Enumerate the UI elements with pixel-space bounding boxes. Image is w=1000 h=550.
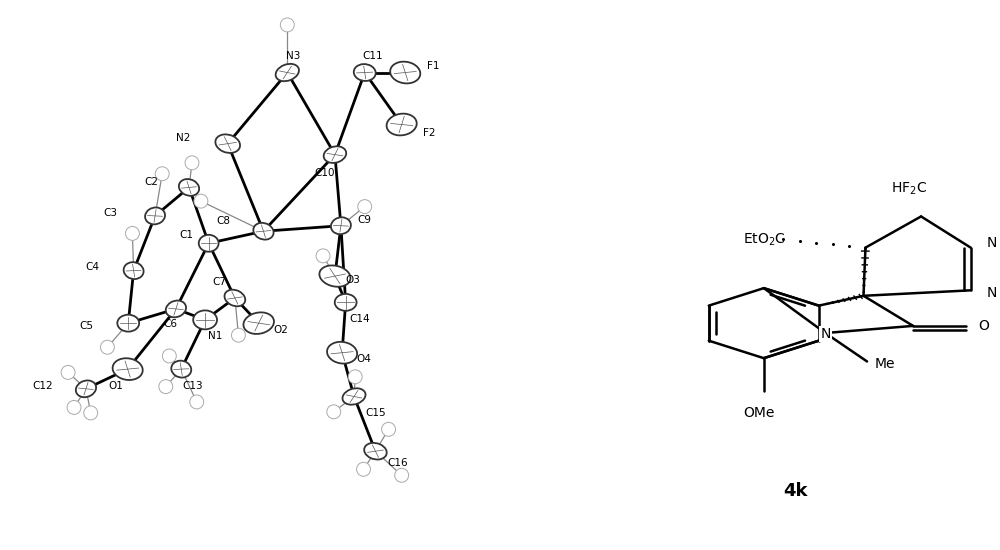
Text: C10: C10 — [315, 168, 335, 178]
Ellipse shape — [224, 290, 245, 306]
Ellipse shape — [387, 114, 417, 135]
Ellipse shape — [316, 249, 330, 263]
Text: C11: C11 — [362, 51, 383, 61]
Ellipse shape — [357, 463, 370, 476]
Text: F2: F2 — [423, 128, 436, 138]
Ellipse shape — [331, 217, 351, 234]
Text: O3: O3 — [345, 276, 360, 285]
Ellipse shape — [199, 235, 219, 252]
Text: Me: Me — [875, 356, 895, 371]
Text: N: N — [987, 286, 997, 300]
Ellipse shape — [171, 361, 191, 377]
Text: C15: C15 — [366, 408, 386, 418]
Ellipse shape — [342, 388, 366, 405]
Text: C2: C2 — [144, 177, 158, 187]
Ellipse shape — [253, 223, 274, 240]
Ellipse shape — [159, 379, 173, 394]
Text: C4: C4 — [85, 262, 99, 272]
Ellipse shape — [117, 315, 139, 332]
Ellipse shape — [113, 358, 143, 380]
Text: C12: C12 — [32, 381, 53, 390]
Text: HF$_2$C: HF$_2$C — [891, 180, 927, 197]
Text: C7: C7 — [212, 277, 226, 287]
Ellipse shape — [280, 18, 294, 32]
Ellipse shape — [100, 340, 114, 354]
Ellipse shape — [395, 468, 409, 482]
Ellipse shape — [327, 405, 341, 419]
Text: C16: C16 — [387, 458, 408, 468]
Ellipse shape — [166, 300, 186, 317]
Ellipse shape — [185, 156, 199, 170]
Ellipse shape — [390, 62, 420, 84]
Text: O4: O4 — [356, 354, 371, 364]
Ellipse shape — [364, 443, 387, 459]
Ellipse shape — [145, 207, 165, 224]
Ellipse shape — [76, 381, 96, 397]
Ellipse shape — [215, 134, 240, 153]
Text: N: N — [987, 236, 997, 250]
Ellipse shape — [124, 262, 144, 279]
Text: EtO$_2$C: EtO$_2$C — [743, 231, 786, 248]
Ellipse shape — [179, 179, 199, 196]
Text: C1: C1 — [180, 230, 194, 240]
Text: 4k: 4k — [783, 482, 808, 500]
Ellipse shape — [358, 200, 372, 213]
Ellipse shape — [276, 64, 299, 81]
Ellipse shape — [354, 64, 376, 81]
Ellipse shape — [382, 422, 395, 436]
Text: C8: C8 — [217, 216, 231, 227]
Ellipse shape — [155, 167, 169, 181]
Ellipse shape — [125, 227, 139, 240]
Ellipse shape — [193, 310, 217, 329]
Text: O1: O1 — [108, 381, 123, 390]
Ellipse shape — [319, 266, 350, 287]
Text: C6: C6 — [163, 319, 177, 329]
Text: OMe: OMe — [743, 406, 775, 420]
Text: N2: N2 — [176, 133, 190, 143]
Text: C3: C3 — [103, 207, 117, 218]
Ellipse shape — [67, 400, 81, 414]
Text: C9: C9 — [358, 215, 372, 226]
Text: C5: C5 — [80, 321, 94, 332]
Text: N: N — [820, 327, 831, 341]
Ellipse shape — [348, 370, 362, 384]
Ellipse shape — [243, 312, 274, 334]
Text: O: O — [979, 319, 990, 333]
Ellipse shape — [84, 406, 98, 420]
Text: O2: O2 — [273, 324, 288, 335]
Ellipse shape — [194, 194, 208, 208]
Ellipse shape — [162, 349, 176, 363]
Ellipse shape — [190, 395, 204, 409]
Ellipse shape — [327, 342, 357, 364]
Text: C13: C13 — [183, 381, 203, 390]
Ellipse shape — [232, 328, 245, 342]
Ellipse shape — [61, 365, 75, 380]
Text: C14: C14 — [349, 314, 370, 324]
Ellipse shape — [324, 146, 346, 163]
Ellipse shape — [335, 294, 357, 311]
Text: N1: N1 — [208, 331, 222, 342]
Text: F1: F1 — [427, 61, 439, 71]
Text: N3: N3 — [286, 51, 300, 61]
